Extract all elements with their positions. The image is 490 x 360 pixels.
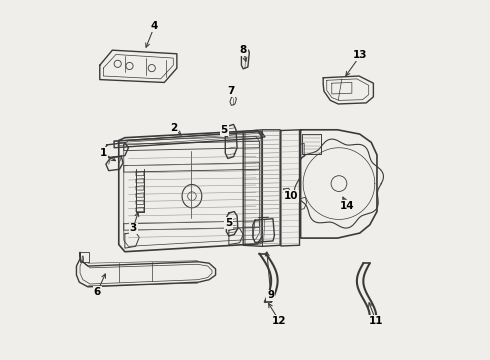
Text: 2: 2 [170, 123, 177, 133]
Polygon shape [114, 132, 265, 147]
Text: 3: 3 [129, 224, 137, 233]
Text: 13: 13 [353, 50, 368, 60]
Text: 5: 5 [225, 218, 232, 228]
Text: 1: 1 [100, 148, 107, 158]
Text: 9: 9 [267, 291, 274, 301]
Text: 7: 7 [228, 86, 235, 96]
Text: 8: 8 [240, 45, 247, 55]
Text: 10: 10 [284, 191, 298, 201]
Text: 5: 5 [220, 125, 228, 135]
Polygon shape [114, 132, 261, 148]
Text: 6: 6 [94, 287, 101, 297]
Text: 4: 4 [151, 21, 158, 31]
Text: 14: 14 [340, 201, 355, 211]
Text: 12: 12 [272, 316, 286, 325]
Text: 11: 11 [368, 316, 383, 325]
